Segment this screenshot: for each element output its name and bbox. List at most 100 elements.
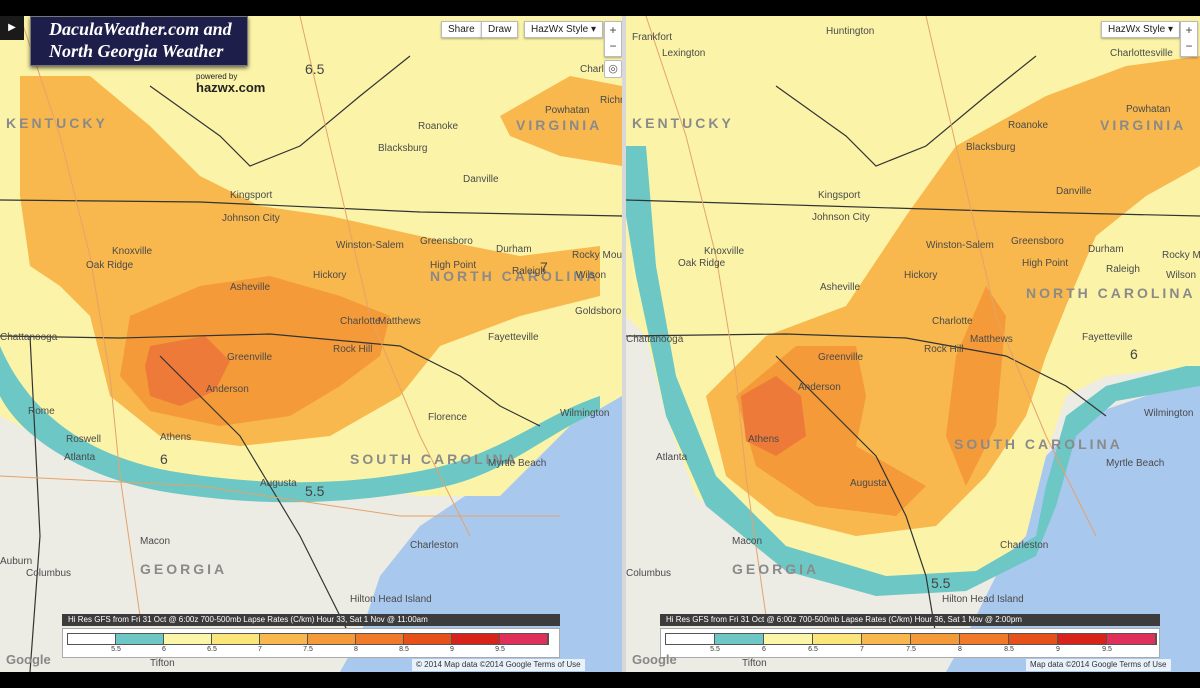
legend: 5.5 6 6.5 7 7.5 8 8.5 9 9.5 xyxy=(62,628,560,658)
legend-swatch xyxy=(452,634,500,644)
legend-colorbar xyxy=(67,633,549,645)
map-canvas-left[interactable]: 6.5 7 6 5.5 KENTUCKY VIRGINIA NORTH CARO… xyxy=(0,16,622,672)
city-label: Wilmington xyxy=(1144,408,1193,419)
map-canvas-right[interactable]: 6 5.5 KENTUCKY VIRGINIA NORTH CAROLINA S… xyxy=(626,16,1200,672)
panel-divider xyxy=(622,16,626,672)
legend-swatch xyxy=(356,634,404,644)
powered-by-label: powered by xyxy=(196,72,238,81)
legend-tick: 6 xyxy=(162,646,166,653)
share-button[interactable]: Share xyxy=(441,21,482,38)
city-label: Charleston xyxy=(1000,540,1048,551)
city-label: Hickory xyxy=(904,270,937,281)
draw-button[interactable]: Draw xyxy=(481,21,519,38)
zoom-out-button[interactable]: − xyxy=(609,39,617,53)
state-label: VIRGINIA xyxy=(1100,117,1186,133)
expand-arrow-icon[interactable]: ▶ xyxy=(0,16,24,40)
va-nc-border xyxy=(626,199,1200,217)
ocean xyxy=(946,376,1200,672)
city-label: Columbus xyxy=(626,568,671,579)
legend-swatch xyxy=(1107,634,1156,644)
legend-swatch xyxy=(813,634,862,644)
style-dropdown[interactable]: HazWx Style ▾ xyxy=(524,21,604,38)
city-label: Blacksburg xyxy=(378,143,427,154)
city-label: Asheville xyxy=(820,282,860,293)
google-logo[interactable]: Google xyxy=(632,652,677,667)
city-label: Fayetteville xyxy=(1082,332,1133,343)
city-label: Knoxville xyxy=(704,246,744,257)
city-label: Augusta xyxy=(260,478,297,489)
zoom-out-button[interactable]: − xyxy=(1185,39,1193,53)
contour-7-region-va xyxy=(500,76,622,166)
map-panel-right[interactable]: 6 5.5 KENTUCKY VIRGINIA NORTH CAROLINA S… xyxy=(626,16,1200,672)
state-label: NORTH CAROLINA xyxy=(1026,285,1196,301)
city-label: Danville xyxy=(1056,186,1092,197)
contour-label: 5.5 xyxy=(931,575,951,591)
city-label: Danville xyxy=(463,174,499,185)
city-label: Kingsport xyxy=(818,190,860,201)
top-black-bar xyxy=(0,0,1200,16)
zoom-control[interactable]: + − xyxy=(1180,21,1198,57)
city-label: Richmond xyxy=(600,95,622,106)
zoom-control[interactable]: + − xyxy=(604,21,622,57)
state-label: VIRGINIA xyxy=(516,117,602,133)
contour-label: 6 xyxy=(160,451,168,467)
city-label: Florence xyxy=(428,412,467,423)
contour-label: 5.5 xyxy=(305,483,325,499)
city-label: Columbus xyxy=(26,568,71,579)
attribution[interactable]: Map data ©2014 Google Terms of Use xyxy=(1026,659,1171,671)
hazwx-logo[interactable]: hazwx.com xyxy=(196,80,266,95)
city-label: Rock Hill xyxy=(333,344,372,355)
attribution[interactable]: © 2014 Map data ©2014 Google Terms of Us… xyxy=(412,659,585,671)
al-ga-border xyxy=(29,335,41,672)
legend-tick: 7 xyxy=(258,646,262,653)
city-label: Atlanta xyxy=(656,452,688,463)
zoom-in-button[interactable]: + xyxy=(609,23,617,37)
city-label: Charlottesville xyxy=(580,64,622,75)
legend-swatch xyxy=(1058,634,1107,644)
state-label: GEORGIA xyxy=(732,561,819,577)
city-label: Macon xyxy=(140,536,170,547)
logo-line-1: DaculaWeather.com and xyxy=(49,19,232,39)
legend-colorbar xyxy=(665,633,1157,645)
legend-swatch xyxy=(308,634,356,644)
city-label: Greensboro xyxy=(1011,236,1064,247)
city-label: Rome xyxy=(28,406,55,417)
legend-swatch xyxy=(764,634,813,644)
legend-swatch xyxy=(911,634,960,644)
site-logo[interactable]: DaculaWeather.com and North Georgia Weat… xyxy=(30,16,248,66)
ky-va-border xyxy=(149,55,411,167)
legend-swatch xyxy=(715,634,764,644)
legend-tick: 5.5 xyxy=(111,646,121,653)
legend-tick: 8.5 xyxy=(399,646,409,653)
style-dropdown[interactable]: HazWx Style ▾ xyxy=(1101,21,1181,38)
map-panel-left[interactable]: 6.5 7 6 5.5 KENTUCKY VIRGINIA NORTH CARO… xyxy=(0,16,622,672)
state-label: GEORGIA xyxy=(140,561,227,577)
city-label: Powhatan xyxy=(1126,104,1170,115)
city-label: Greenville xyxy=(227,352,272,363)
state-label: SOUTH CAROLINA xyxy=(350,451,519,467)
va-nc-border xyxy=(0,199,622,217)
legend-swatch xyxy=(1009,634,1058,644)
legend-tick: 9 xyxy=(1056,646,1060,653)
locate-icon[interactable]: ◎ xyxy=(604,60,622,78)
city-label: Raleigh xyxy=(1106,264,1140,275)
contour-7_5-region-sc xyxy=(946,286,1006,486)
contour-label: 7 xyxy=(540,259,548,275)
nc-sc-border xyxy=(0,333,541,427)
city-label: Macon xyxy=(732,536,762,547)
city-label: Auburn xyxy=(0,556,32,567)
zoom-in-button[interactable]: + xyxy=(1185,23,1193,37)
legend-tick: 9.5 xyxy=(495,646,505,653)
road xyxy=(19,16,141,617)
legend-tick: 8.5 xyxy=(1004,646,1014,653)
city-label: Rocky Mount xyxy=(572,250,622,261)
logo-line-2: North Georgia Weather xyxy=(49,41,224,61)
city-label: Augusta xyxy=(850,478,887,489)
legend-tick: 5.5 xyxy=(710,646,720,653)
google-logo[interactable]: Google xyxy=(6,652,51,667)
map-caption: Hi Res GFS from Fri 31 Oct @ 6:00z 700-5… xyxy=(62,614,560,626)
city-label: Hickory xyxy=(313,270,346,281)
legend-swatch xyxy=(862,634,911,644)
city-label: Greenville xyxy=(818,352,863,363)
city-label: High Point xyxy=(1022,258,1068,269)
